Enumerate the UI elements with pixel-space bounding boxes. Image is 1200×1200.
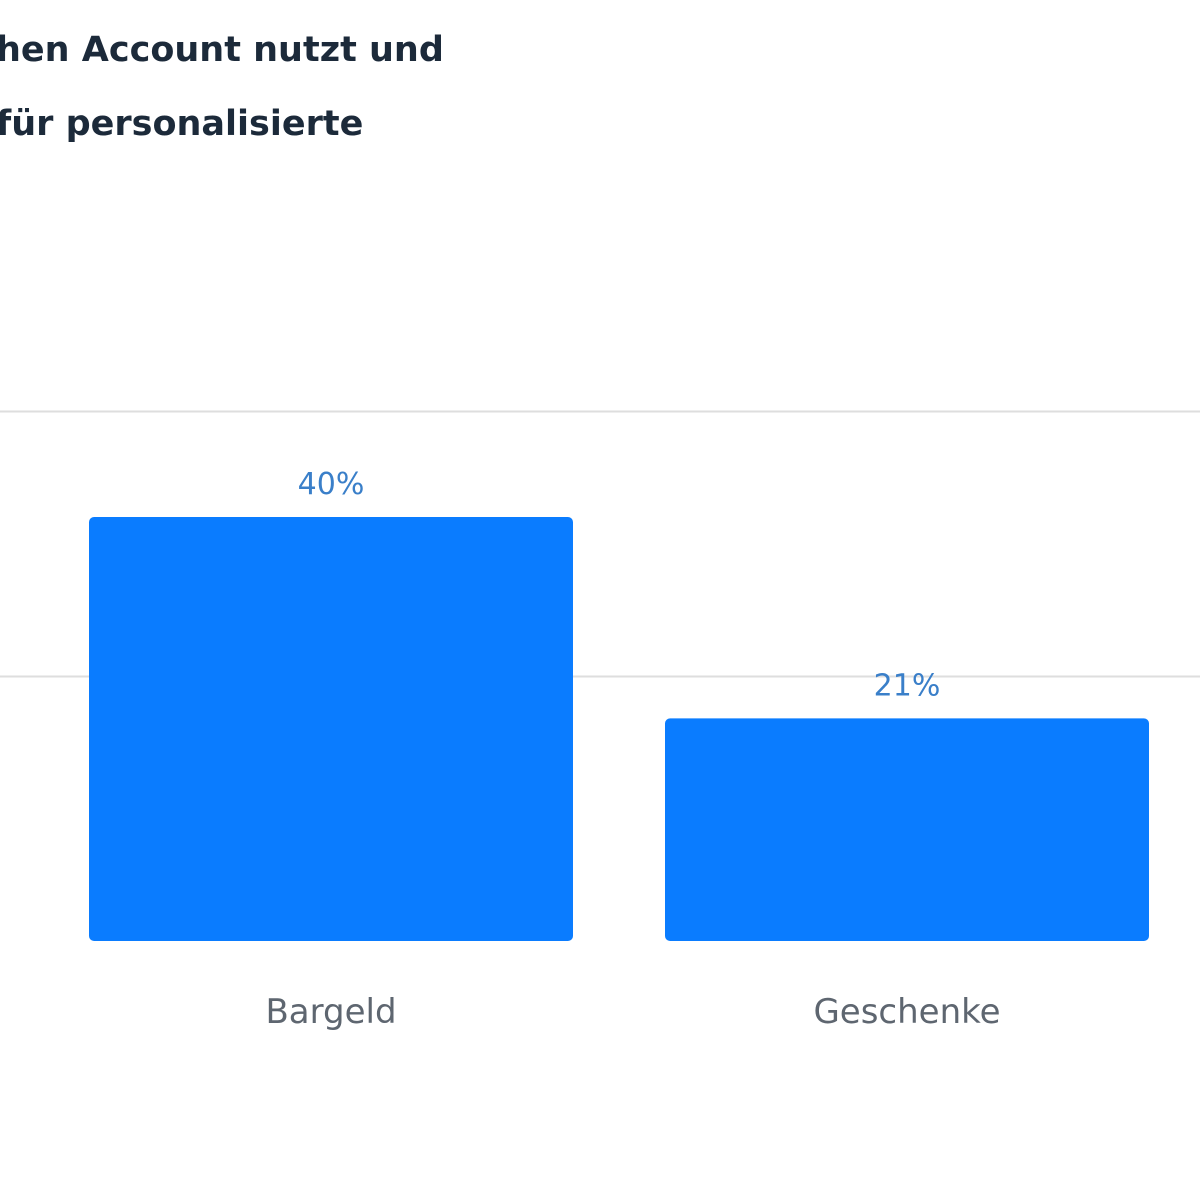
- value-label-bargeld: 40%: [298, 467, 365, 502]
- category-label-geschenke: Geschenke: [813, 992, 1000, 1032]
- bars: [89, 517, 1149, 941]
- heading-line-2: für personalisierte: [0, 104, 364, 144]
- bar-bargeld: [89, 517, 573, 941]
- bar-geschenke: [665, 718, 1149, 941]
- heading-line-1: hen Account nutzt und: [0, 30, 444, 70]
- category-label-bargeld: Bargeld: [265, 992, 396, 1032]
- value-label-geschenke: 21%: [874, 668, 941, 703]
